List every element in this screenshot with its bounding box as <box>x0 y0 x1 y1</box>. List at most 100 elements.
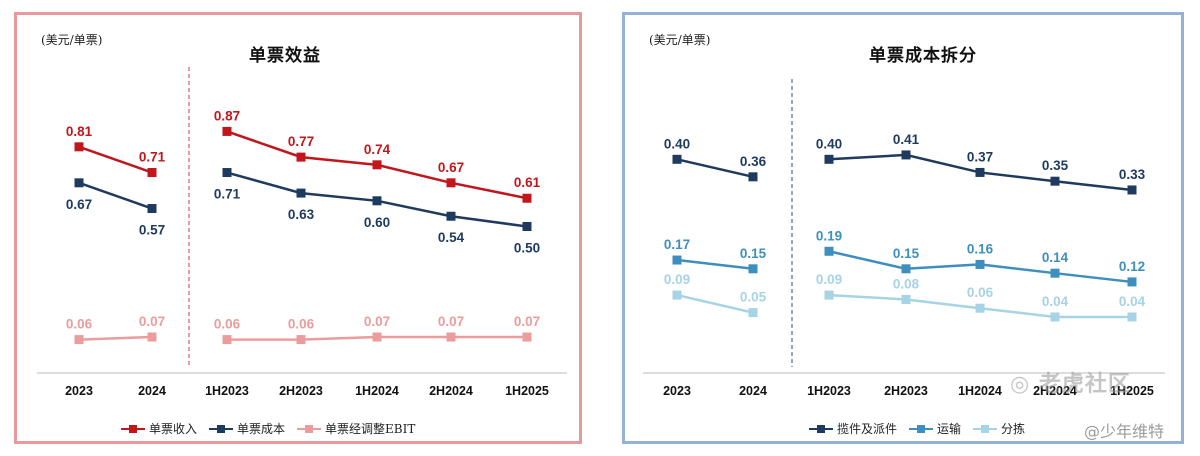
data-label: 0.06 <box>214 317 241 332</box>
data-point <box>748 172 758 182</box>
data-point <box>147 332 157 342</box>
data-label: 0.74 <box>364 142 391 157</box>
x-tick-label: 2H2024 <box>1033 384 1077 398</box>
data-point <box>446 211 456 221</box>
legend-item-pickup-delivery: 揽件及派件 <box>809 420 897 437</box>
data-point <box>296 188 306 198</box>
data-point <box>446 332 456 342</box>
legend-item-ebit: 单票经调整EBIT <box>297 420 415 437</box>
data-label: 0.54 <box>438 230 465 245</box>
data-label: 0.40 <box>816 136 842 151</box>
x-tick-label: 1H2025 <box>505 384 549 398</box>
data-label: 0.81 <box>66 124 93 139</box>
data-point <box>372 160 382 170</box>
unit-label: (美元/单票) <box>41 33 103 47</box>
data-label: 0.12 <box>1119 259 1145 274</box>
data-label: 0.07 <box>514 314 540 329</box>
data-label: 0.17 <box>664 237 690 252</box>
data-label: 0.09 <box>664 272 690 287</box>
data-point <box>975 303 985 313</box>
series-line-1-0 <box>676 258 754 271</box>
watermark-logo: ◎ 老虎社区 <box>1010 372 1131 397</box>
x-tick-label: 1H2024 <box>958 384 1002 398</box>
data-label: 0.06 <box>288 317 315 332</box>
data-point <box>74 178 84 188</box>
x-tick-label: 2023 <box>663 384 691 398</box>
x-tick-label: 1H2023 <box>807 384 851 398</box>
data-label: 0.33 <box>1119 167 1146 182</box>
data-label: 0.63 <box>288 207 315 222</box>
data-point <box>522 193 532 203</box>
x-tick-label: 1H2024 <box>355 384 399 398</box>
legend-item-revenue: 单票收入 <box>121 420 197 437</box>
data-point <box>824 154 834 164</box>
data-point <box>1127 312 1137 322</box>
legend-item-transport: 运输 <box>909 420 961 437</box>
data-point <box>901 150 911 160</box>
series-line-2-0 <box>676 293 754 314</box>
data-point <box>1050 268 1060 278</box>
data-point <box>1127 185 1137 195</box>
data-point <box>296 152 306 162</box>
data-label: 0.08 <box>893 276 920 291</box>
data-point <box>296 335 306 345</box>
x-tick-label: 2H2023 <box>884 384 928 398</box>
data-label: 0.37 <box>967 149 993 164</box>
series-line-0-0 <box>676 158 754 179</box>
legend-label: 分拣 <box>1001 422 1026 436</box>
data-label: 0.57 <box>139 223 165 238</box>
data-label: 0.06 <box>967 285 994 300</box>
data-point <box>222 335 232 345</box>
data-point <box>975 259 985 269</box>
chart-title: 单票效益 <box>249 46 321 66</box>
data-point <box>748 264 758 274</box>
data-label: 0.40 <box>664 136 690 151</box>
data-point <box>901 264 911 274</box>
chart-svg-cost-breakdown: 2023 2024 1H2023 2H2023 1H2024 2H2024 1H2025 0.… <box>643 79 1165 398</box>
data-point <box>1050 176 1060 186</box>
data-point <box>522 332 532 342</box>
unit-label: (美元/单票) <box>649 33 711 47</box>
data-label: 0.06 <box>66 317 93 332</box>
legend-item-cost: 单票成本 <box>209 420 285 437</box>
x-tick-label: 2024 <box>138 384 166 398</box>
x-tick-label: 2024 <box>739 384 767 398</box>
data-label: 0.15 <box>740 246 767 261</box>
data-label: 0.41 <box>893 132 920 147</box>
chart-title: 单票成本拆分 <box>869 46 977 66</box>
x-tick-label: 1H2023 <box>205 384 249 398</box>
data-label: 0.09 <box>816 272 842 287</box>
data-point <box>372 196 382 206</box>
legend-label: 运输 <box>937 422 962 436</box>
series-line-0-0 <box>78 145 153 174</box>
data-point <box>222 168 232 178</box>
data-label: 0.60 <box>364 215 390 230</box>
x-tick-label: 2023 <box>65 384 93 398</box>
data-point <box>522 222 532 231</box>
data-point <box>372 332 382 342</box>
data-label: 0.05 <box>740 290 767 305</box>
legend-item-sorting: 分拣 <box>973 420 1025 437</box>
legend-swatch-revenue <box>121 424 145 434</box>
data-label: 0.87 <box>214 108 240 123</box>
data-label: 0.71 <box>139 150 166 165</box>
data-point <box>1050 312 1060 322</box>
data-label: 0.50 <box>514 241 540 256</box>
data-point <box>824 246 834 256</box>
data-label: 0.61 <box>514 175 541 190</box>
legend-label: 单票经调整EBIT <box>325 422 416 436</box>
x-tick-label: 2H2023 <box>279 384 323 398</box>
chart-svg-unit-economics: 2023 2024 1H2023 2H2023 1H2024 2H2024 1H2025 0.… <box>37 67 567 398</box>
data-point <box>975 167 985 177</box>
data-label: 0.67 <box>438 160 464 175</box>
data-label: 0.77 <box>288 134 314 149</box>
legend-swatch-ebit <box>297 424 322 434</box>
series-line-1-0 <box>78 181 153 210</box>
data-point <box>446 178 456 188</box>
data-label: 0.14 <box>1042 250 1069 265</box>
data-point <box>672 255 682 265</box>
legend-swatch-sorting <box>973 424 998 434</box>
x-tick-label: 1H2025 <box>1110 384 1154 398</box>
data-label: 0.71 <box>214 187 241 202</box>
data-point <box>1127 277 1137 287</box>
